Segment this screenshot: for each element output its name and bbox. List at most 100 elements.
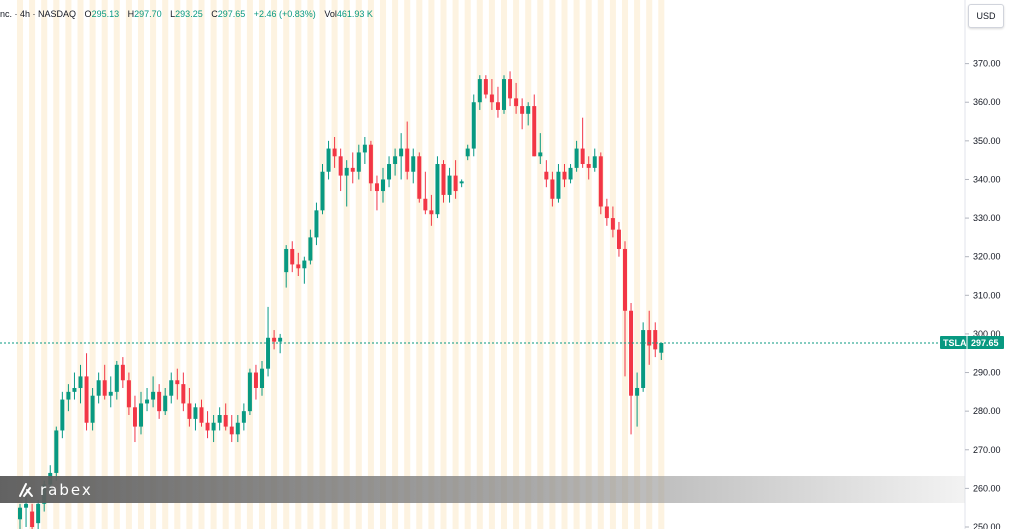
candle-body — [641, 330, 646, 388]
candle-body — [471, 102, 476, 149]
currency-button[interactable]: USD — [968, 4, 1004, 28]
price-tick-label: 370.00 — [973, 59, 1001, 69]
volume-value: 461.93 K — [336, 9, 373, 19]
candle-body — [520, 106, 525, 114]
volume-label: Vol — [324, 9, 337, 19]
low-label: L — [170, 9, 176, 19]
candle-body — [574, 148, 579, 168]
candle-body — [199, 407, 204, 423]
candle-body — [223, 415, 228, 427]
candle-body — [459, 181, 464, 184]
candle-body — [659, 342, 664, 353]
candle-body — [241, 411, 246, 423]
candle-body — [102, 380, 107, 396]
candle-body — [586, 164, 591, 168]
candle-body — [562, 171, 567, 180]
session-band — [658, 0, 665, 529]
session-band — [113, 0, 120, 529]
session-band — [271, 0, 278, 529]
candle-body — [550, 179, 555, 199]
last-price-symbol: TSLA — [943, 338, 967, 348]
change-value: +2.46 (+0.83%) — [253, 9, 316, 19]
candle-body — [272, 337, 277, 342]
candle-body — [145, 399, 150, 404]
candle-body — [623, 248, 627, 311]
price-tick-label: 290.00 — [973, 368, 1001, 378]
session-band — [162, 0, 169, 529]
candle-body — [338, 156, 343, 176]
session-band — [488, 0, 495, 529]
price-tick-label: 360.00 — [973, 97, 1001, 107]
candle-body — [90, 395, 95, 423]
candle-body — [653, 330, 658, 350]
candle-body — [187, 403, 192, 419]
candle-body — [435, 164, 440, 215]
candle-body — [465, 148, 470, 157]
candle-body — [314, 210, 319, 238]
candle-body — [399, 148, 404, 157]
candle-body — [411, 156, 416, 172]
price-tick-label: 280.00 — [973, 406, 1001, 416]
session-band — [101, 0, 108, 529]
candle-body — [532, 106, 537, 157]
candle-body — [36, 503, 41, 524]
candle-body — [393, 156, 398, 165]
price-axis-ticks: 250.00 260.00 270.00 280.00 290.00 300.00 310.… — [965, 59, 1001, 529]
candle-body — [598, 156, 603, 207]
candle-body — [139, 403, 143, 427]
session-bands — [16, 0, 665, 529]
candle-body — [193, 407, 198, 419]
candle-body — [126, 380, 131, 408]
low-value: 293.25 — [175, 9, 203, 19]
session-band — [16, 0, 24, 529]
candle-body — [284, 248, 289, 273]
price-tick-label: 320.00 — [973, 252, 1001, 262]
session-band — [476, 0, 483, 529]
candle-body — [78, 376, 83, 388]
session-band — [367, 0, 374, 529]
session-band — [89, 0, 96, 529]
candle-body — [356, 152, 361, 172]
candle-body — [54, 430, 59, 473]
high-label: H — [127, 9, 135, 19]
candle-body — [132, 407, 137, 427]
candle-body — [296, 264, 301, 269]
session-band — [597, 0, 604, 529]
candle-body — [568, 167, 573, 180]
session-band — [500, 0, 508, 529]
session-band — [440, 0, 447, 529]
session-band — [65, 0, 72, 529]
candle-body — [647, 330, 652, 346]
candle-body — [362, 144, 367, 153]
candle-body — [387, 164, 392, 180]
candle-body — [374, 183, 379, 192]
price-tick-label: 260.00 — [973, 483, 1001, 493]
session-band — [125, 0, 132, 529]
session-band — [137, 0, 145, 529]
candle-body — [96, 380, 101, 396]
candle-body — [120, 364, 125, 381]
candle-body — [447, 175, 452, 195]
candle-body — [368, 144, 373, 184]
session-band — [331, 0, 338, 529]
session-band — [150, 0, 157, 529]
session-band — [428, 0, 435, 529]
session-band — [198, 0, 205, 529]
session-band — [29, 0, 36, 529]
candle-body — [266, 337, 271, 369]
session-band — [355, 0, 362, 529]
candle-body — [508, 79, 513, 99]
watermark-text: rabex — [40, 481, 93, 499]
price-tick-label: 330.00 — [973, 213, 1001, 223]
session-band — [343, 0, 350, 529]
candle-body — [84, 376, 89, 423]
candle-body — [332, 148, 337, 157]
session-band — [537, 0, 544, 529]
candle-body — [405, 148, 410, 172]
candle-body — [72, 387, 77, 392]
candle-body — [556, 171, 561, 199]
candle-body — [616, 229, 621, 249]
price-axis — [965, 0, 1015, 529]
session-band — [379, 0, 387, 529]
